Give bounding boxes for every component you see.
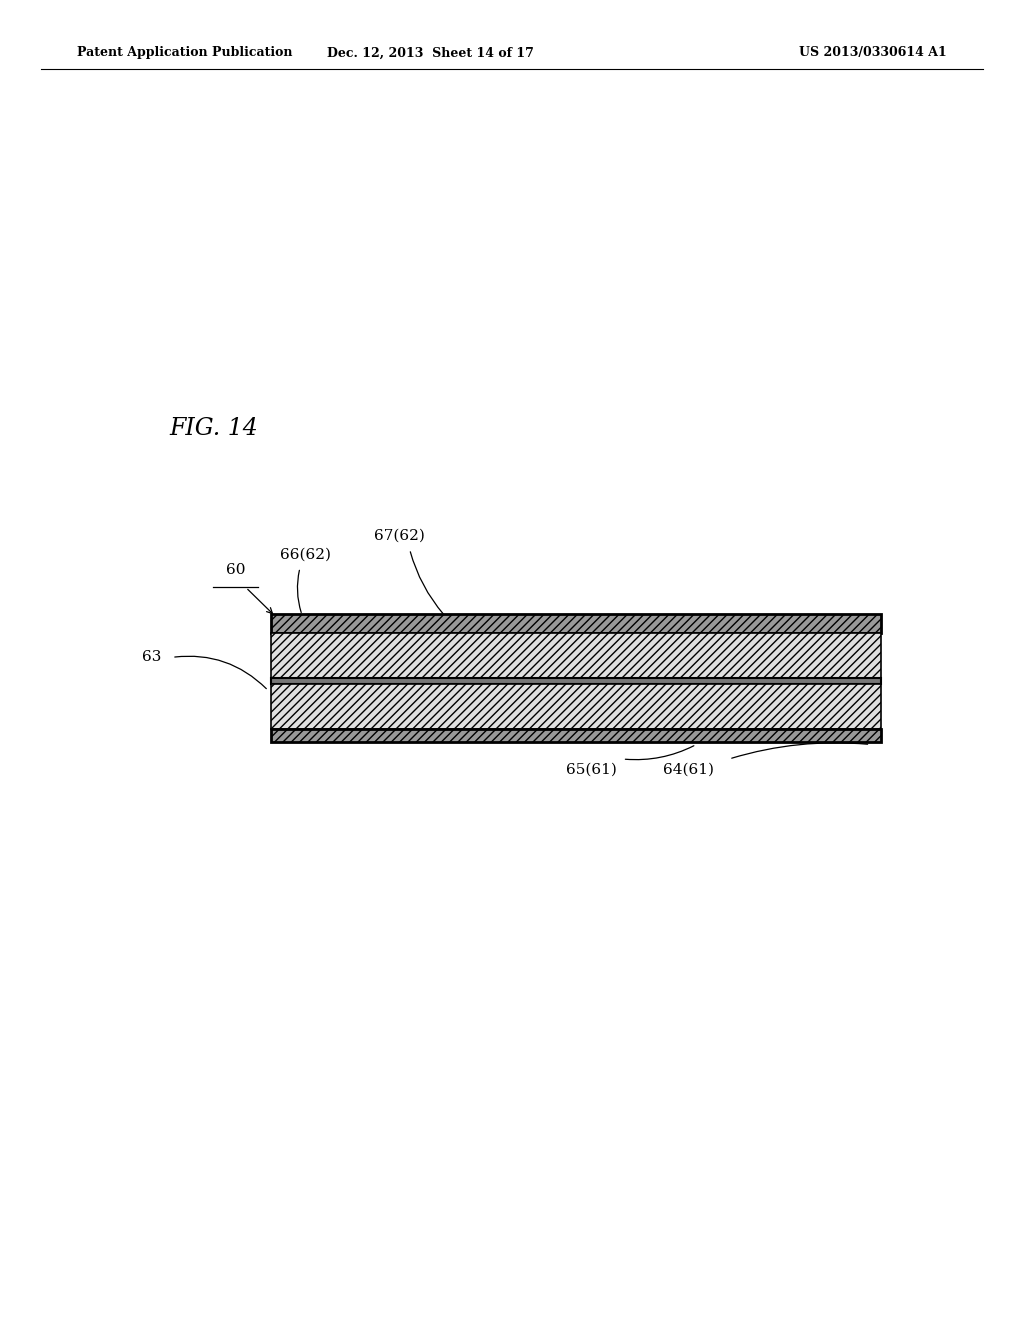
Text: 65(61): 65(61) — [566, 763, 617, 776]
Text: Dec. 12, 2013  Sheet 14 of 17: Dec. 12, 2013 Sheet 14 of 17 — [327, 46, 534, 59]
Text: US 2013/0330614 A1: US 2013/0330614 A1 — [800, 46, 947, 59]
Text: 60: 60 — [225, 564, 246, 577]
Bar — [271, 684, 881, 729]
Text: 64(61): 64(61) — [663, 763, 714, 776]
Bar — [271, 678, 881, 684]
Bar — [271, 634, 881, 678]
Bar — [271, 729, 881, 742]
Text: Patent Application Publication: Patent Application Publication — [77, 46, 292, 59]
Bar — [271, 614, 881, 634]
Text: 63: 63 — [142, 651, 161, 664]
Text: FIG. 14: FIG. 14 — [169, 417, 258, 441]
Text: 66(62): 66(62) — [280, 548, 331, 561]
Text: 67(62): 67(62) — [374, 529, 425, 543]
